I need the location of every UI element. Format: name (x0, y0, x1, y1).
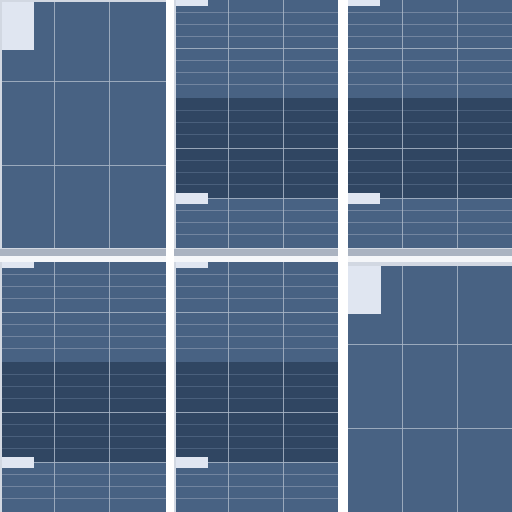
swatch-bottom (176, 457, 208, 468)
swatch-top-left (348, 266, 381, 314)
swatch-bottom (176, 193, 208, 204)
tile-panel-3[interactable] (348, 0, 512, 248)
vertical-gap-left (166, 0, 174, 512)
swatch-top-left (2, 2, 34, 50)
swatch-top (348, 0, 380, 6)
tile-panel-5[interactable] (176, 262, 338, 512)
swatch-top (176, 262, 208, 268)
swatch-top (176, 0, 208, 6)
horizontal-divider-highlight (0, 256, 512, 262)
tile-panel-6[interactable] (348, 266, 512, 512)
swatch-top (2, 262, 34, 268)
tile-panel-2[interactable] (176, 0, 338, 248)
swatch-bottom (348, 193, 380, 204)
vertical-gap-right (338, 0, 348, 512)
tile-panel-1[interactable] (2, 2, 166, 248)
tile-panel-4[interactable] (2, 262, 166, 512)
swatch-bottom (2, 457, 34, 468)
